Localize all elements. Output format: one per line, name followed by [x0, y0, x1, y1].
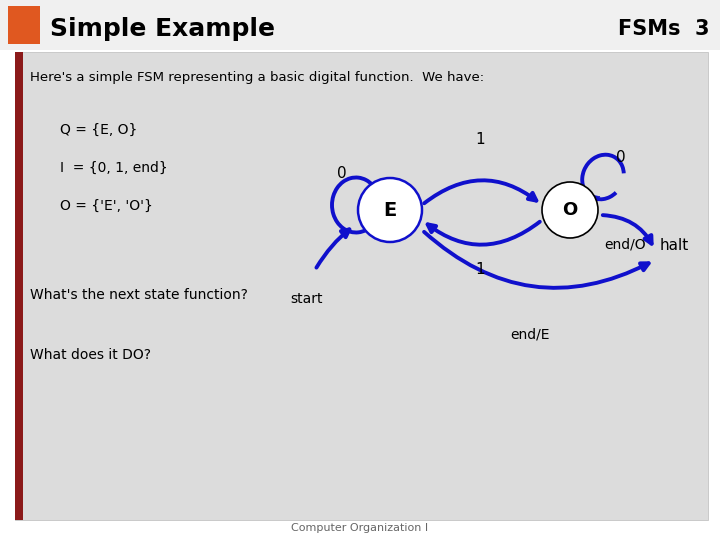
Text: Here's a simple FSM representing a basic digital function.  We have:: Here's a simple FSM representing a basic…	[30, 71, 484, 84]
Circle shape	[542, 182, 598, 238]
Text: O: O	[562, 201, 577, 219]
Text: start: start	[291, 292, 323, 306]
Text: 1: 1	[475, 262, 485, 278]
Circle shape	[358, 178, 422, 242]
Bar	[15, 52, 708, 520]
Bar	[0, 0, 720, 50]
Text: Simple Example: Simple Example	[50, 17, 275, 41]
Bar	[8, 6, 40, 44]
Bar	[15, 52, 23, 520]
Text: O = {'E', 'O'}: O = {'E', 'O'}	[60, 199, 153, 213]
Text: I  = {0, 1, end}: I = {0, 1, end}	[60, 161, 168, 175]
Text: What's the next state function?: What's the next state function?	[30, 288, 248, 302]
Text: end/E: end/E	[510, 328, 550, 342]
Text: What does it DO?: What does it DO?	[30, 348, 151, 362]
Text: FSMs  3: FSMs 3	[618, 19, 710, 39]
Text: 1: 1	[475, 132, 485, 147]
Text: end/O: end/O	[604, 238, 646, 252]
Text: halt: halt	[660, 238, 689, 253]
Text: Q = {E, O}: Q = {E, O}	[60, 123, 138, 137]
Text: 0: 0	[337, 165, 347, 180]
Text: Computer Organization I: Computer Organization I	[292, 523, 428, 533]
Text: E: E	[383, 200, 397, 219]
Text: 0: 0	[616, 150, 626, 165]
